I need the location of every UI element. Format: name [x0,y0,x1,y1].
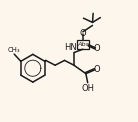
Text: O: O [93,65,100,74]
Text: HN: HN [64,43,77,52]
Text: Abs: Abs [77,42,89,47]
Text: O: O [93,44,100,53]
FancyBboxPatch shape [77,40,89,50]
Text: OH: OH [81,84,94,93]
Text: O: O [80,29,86,38]
Text: CH₃: CH₃ [8,47,20,53]
